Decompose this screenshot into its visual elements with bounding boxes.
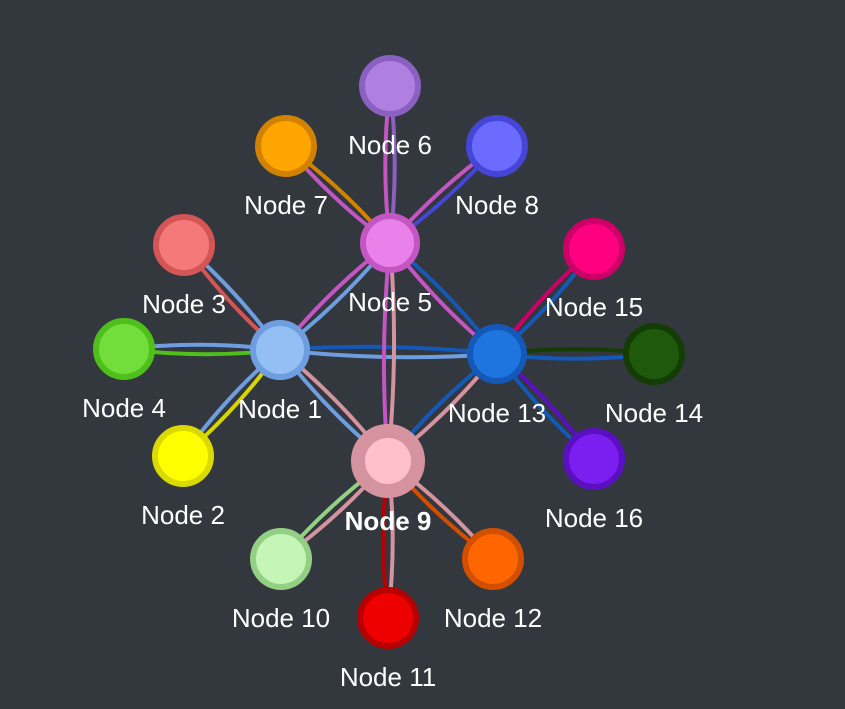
node-label-6: Node 6 (348, 130, 432, 160)
node-label-5: Node 5 (348, 287, 432, 317)
node-12[interactable] (462, 528, 524, 590)
node-9[interactable] (351, 424, 425, 498)
labels-layer: Node 1 Node 2 Node 3 Node 4 Node 5 Node 6 Node… (82, 130, 703, 692)
node-14[interactable] (623, 323, 685, 385)
node-13[interactable] (467, 324, 527, 384)
node-label-9: Node 9 (345, 506, 432, 536)
node-label-12: Node 12 (444, 603, 542, 633)
node-5[interactable] (360, 213, 420, 273)
node-15[interactable] (563, 218, 625, 280)
node-7[interactable] (255, 115, 317, 177)
node-10[interactable] (250, 528, 312, 590)
node-label-7: Node 7 (244, 190, 328, 220)
node-2[interactable] (152, 425, 214, 487)
node-label-1: Node 1 (238, 394, 322, 424)
node-11[interactable] (357, 587, 419, 649)
node-label-2: Node 2 (141, 500, 225, 530)
node-label-8: Node 8 (455, 190, 539, 220)
node-6[interactable] (359, 55, 421, 117)
node-label-16: Node 16 (545, 503, 643, 533)
node-3[interactable] (153, 214, 215, 276)
node-label-13: Node 13 (448, 398, 546, 428)
node-label-14: Node 14 (605, 398, 703, 428)
node-1[interactable] (250, 320, 310, 380)
node-label-10: Node 10 (232, 603, 330, 633)
node-label-4: Node 4 (82, 393, 166, 423)
node-16[interactable] (563, 428, 625, 490)
node-4[interactable] (93, 318, 155, 380)
nodes-layer (93, 55, 685, 649)
node-label-15: Node 15 (545, 292, 643, 322)
node-label-11: Node 11 (340, 662, 436, 692)
node-label-3: Node 3 (142, 289, 226, 319)
node-8[interactable] (466, 115, 528, 177)
